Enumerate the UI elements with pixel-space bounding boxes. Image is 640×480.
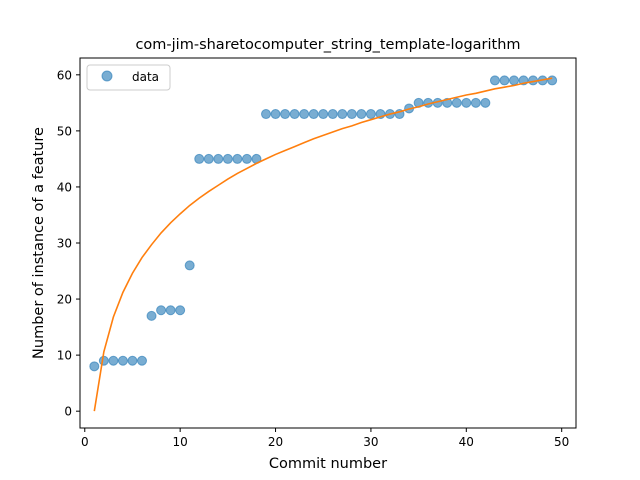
x-axis-label: Commit number	[269, 456, 387, 472]
data-point	[156, 305, 167, 316]
data-point	[261, 109, 271, 120]
data-point	[289, 109, 300, 120]
data-point	[547, 75, 558, 86]
data-point	[241, 153, 252, 164]
data-point	[356, 109, 367, 120]
data-point	[480, 97, 491, 108]
chart-title: com-jim-sharetocomputer_string_template-…	[135, 37, 520, 53]
legend: data	[86, 64, 171, 91]
data-point	[232, 153, 243, 164]
data-point	[98, 355, 109, 366]
data-point	[175, 305, 186, 316]
y-tick-label: 10	[57, 349, 72, 363]
data-point	[318, 109, 329, 120]
y-tick-label: 40	[57, 180, 72, 194]
data-point	[184, 260, 195, 271]
data-point	[127, 355, 138, 366]
data-point	[461, 97, 472, 108]
data-point	[337, 109, 348, 120]
y-tick-label: 20	[57, 293, 72, 307]
data-point	[194, 153, 205, 164]
data-point	[327, 109, 338, 120]
x-tick-label: 40	[459, 435, 474, 449]
data-point	[108, 355, 119, 366]
data-point	[308, 109, 319, 120]
y-tick-label: 30	[57, 237, 72, 251]
data-point	[213, 153, 224, 164]
data-point	[203, 153, 214, 164]
x-tick-label: 50	[554, 435, 569, 449]
y-axis-label: Number of instance of a feature	[31, 127, 47, 359]
x-tick-label: 30	[363, 435, 378, 449]
y-tick-label: 50	[57, 124, 72, 138]
data-point	[165, 305, 176, 316]
x-tick-label: 20	[268, 435, 283, 449]
data-point	[499, 75, 510, 86]
data-point	[89, 361, 100, 372]
data-point	[470, 97, 481, 108]
y-tick-label: 60	[57, 68, 72, 82]
data-point	[509, 75, 519, 86]
y-tick-label: 0	[64, 405, 72, 419]
data-point	[137, 355, 147, 366]
data-point	[451, 97, 462, 108]
data-point	[346, 109, 357, 120]
data-point	[270, 109, 281, 120]
x-tick-label: 0	[81, 435, 89, 449]
fit-line	[93, 77, 553, 412]
data-point	[489, 75, 500, 86]
data-point	[117, 355, 128, 366]
x-tick-label: 10	[173, 435, 188, 449]
data-point	[146, 310, 157, 321]
legend-label-data: data	[132, 70, 159, 84]
legend-marker-data	[101, 70, 113, 82]
data-point	[365, 109, 376, 120]
data-point	[222, 153, 233, 164]
data-point	[299, 109, 310, 120]
data-point	[280, 109, 291, 120]
axis-ticks: 0 10 20 30 40 50 0 10 20 30 40 50 60	[57, 68, 570, 449]
plot-area	[89, 75, 558, 412]
